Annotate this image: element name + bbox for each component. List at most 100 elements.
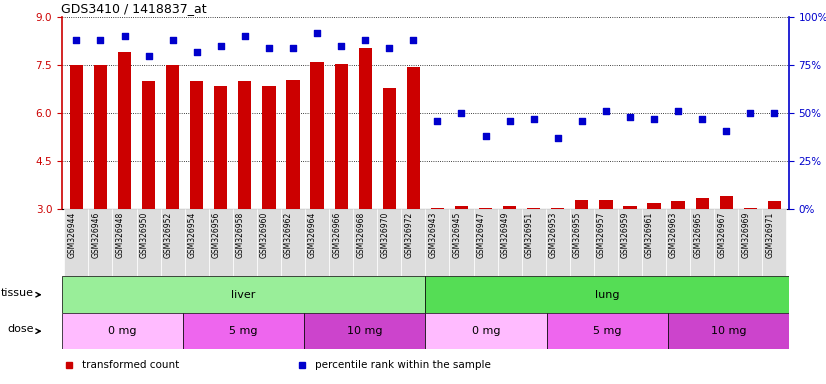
Bar (695, 198, 709, 209)
Bar (214, 86, 227, 209)
Text: GSM326967: GSM326967 (717, 211, 726, 258)
Point (406, 37, 420, 43)
Bar (575, 200, 588, 209)
Bar (406, 67, 420, 209)
Bar (185, 209, 209, 276)
Point (263, 45, 276, 51)
Bar (594, 209, 618, 276)
Bar (642, 209, 666, 276)
Point (624, 114, 637, 120)
Point (503, 118, 516, 124)
Text: GSM326965: GSM326965 (693, 211, 702, 258)
Bar (497, 209, 522, 276)
Text: GSM326945: GSM326945 (453, 211, 462, 258)
Text: GSM326948: GSM326948 (116, 211, 125, 258)
Bar (666, 209, 691, 276)
Bar (281, 209, 305, 276)
Bar (112, 209, 136, 276)
Bar (527, 208, 540, 209)
Bar (570, 209, 594, 276)
Bar (62, 276, 425, 313)
Bar (382, 88, 396, 209)
Text: GSM326954: GSM326954 (188, 211, 197, 258)
Bar (522, 209, 546, 276)
Bar (425, 276, 789, 313)
Text: percentile rank within the sample: percentile rank within the sample (315, 360, 491, 370)
Text: GSM326957: GSM326957 (597, 211, 606, 258)
Text: GSM326951: GSM326951 (525, 211, 534, 258)
Bar (743, 208, 757, 209)
Bar (287, 80, 300, 209)
Point (214, 43, 227, 49)
Bar (183, 313, 304, 349)
Bar (358, 48, 372, 209)
Text: GSM326944: GSM326944 (68, 211, 76, 258)
Bar (624, 206, 637, 209)
Text: GSM326958: GSM326958 (236, 211, 244, 258)
Bar (329, 209, 354, 276)
Bar (473, 209, 497, 276)
Text: dose: dose (7, 324, 34, 334)
Point (238, 33, 251, 40)
Bar (546, 209, 570, 276)
Text: tissue: tissue (1, 288, 34, 298)
Text: liver: liver (231, 290, 256, 300)
Point (94, 37, 107, 43)
Text: GSM326946: GSM326946 (92, 211, 101, 258)
Bar (377, 209, 401, 276)
Text: transformed count: transformed count (83, 360, 179, 370)
Text: GSM326950: GSM326950 (140, 211, 149, 258)
Point (335, 43, 348, 49)
Bar (672, 201, 685, 209)
Bar (479, 208, 492, 209)
Bar (335, 64, 348, 209)
Point (743, 110, 757, 116)
Text: GSM326952: GSM326952 (164, 211, 173, 258)
Text: 10 mg: 10 mg (710, 326, 746, 336)
Bar (94, 65, 107, 209)
Bar (118, 53, 131, 209)
Text: GSM326961: GSM326961 (645, 211, 654, 258)
Text: GSM326943: GSM326943 (429, 211, 438, 258)
Point (118, 33, 131, 40)
Text: GSM326959: GSM326959 (621, 211, 630, 258)
Bar (455, 206, 468, 209)
Bar (238, 81, 251, 209)
Point (768, 110, 781, 116)
Bar (768, 201, 781, 209)
Text: GSM326956: GSM326956 (211, 211, 221, 258)
Bar (160, 209, 185, 276)
Text: 5 mg: 5 mg (230, 326, 258, 336)
Bar (425, 209, 449, 276)
Point (431, 118, 444, 124)
Bar (354, 209, 377, 276)
Text: 5 mg: 5 mg (593, 326, 621, 336)
Point (672, 108, 685, 114)
Bar (714, 209, 738, 276)
Point (695, 116, 709, 122)
Bar (449, 209, 473, 276)
Text: GSM326968: GSM326968 (356, 211, 365, 258)
Bar (263, 86, 276, 209)
Bar (209, 209, 233, 276)
Point (311, 30, 324, 36)
Point (69, 37, 83, 43)
Point (600, 108, 613, 114)
Point (648, 116, 661, 122)
Point (287, 45, 300, 51)
Text: 10 mg: 10 mg (347, 326, 382, 336)
Text: lung: lung (595, 290, 620, 300)
Text: GDS3410 / 1418837_at: GDS3410 / 1418837_at (61, 2, 206, 15)
Bar (190, 81, 203, 209)
Text: GSM326947: GSM326947 (477, 211, 486, 258)
Bar (311, 62, 324, 209)
Point (382, 45, 396, 51)
Text: 0 mg: 0 mg (108, 326, 137, 336)
Bar (257, 209, 281, 276)
Bar (691, 209, 714, 276)
Bar (142, 81, 155, 209)
Text: GSM326962: GSM326962 (284, 211, 293, 258)
Point (358, 37, 372, 43)
Bar (648, 203, 661, 209)
Text: GSM326963: GSM326963 (669, 211, 678, 258)
